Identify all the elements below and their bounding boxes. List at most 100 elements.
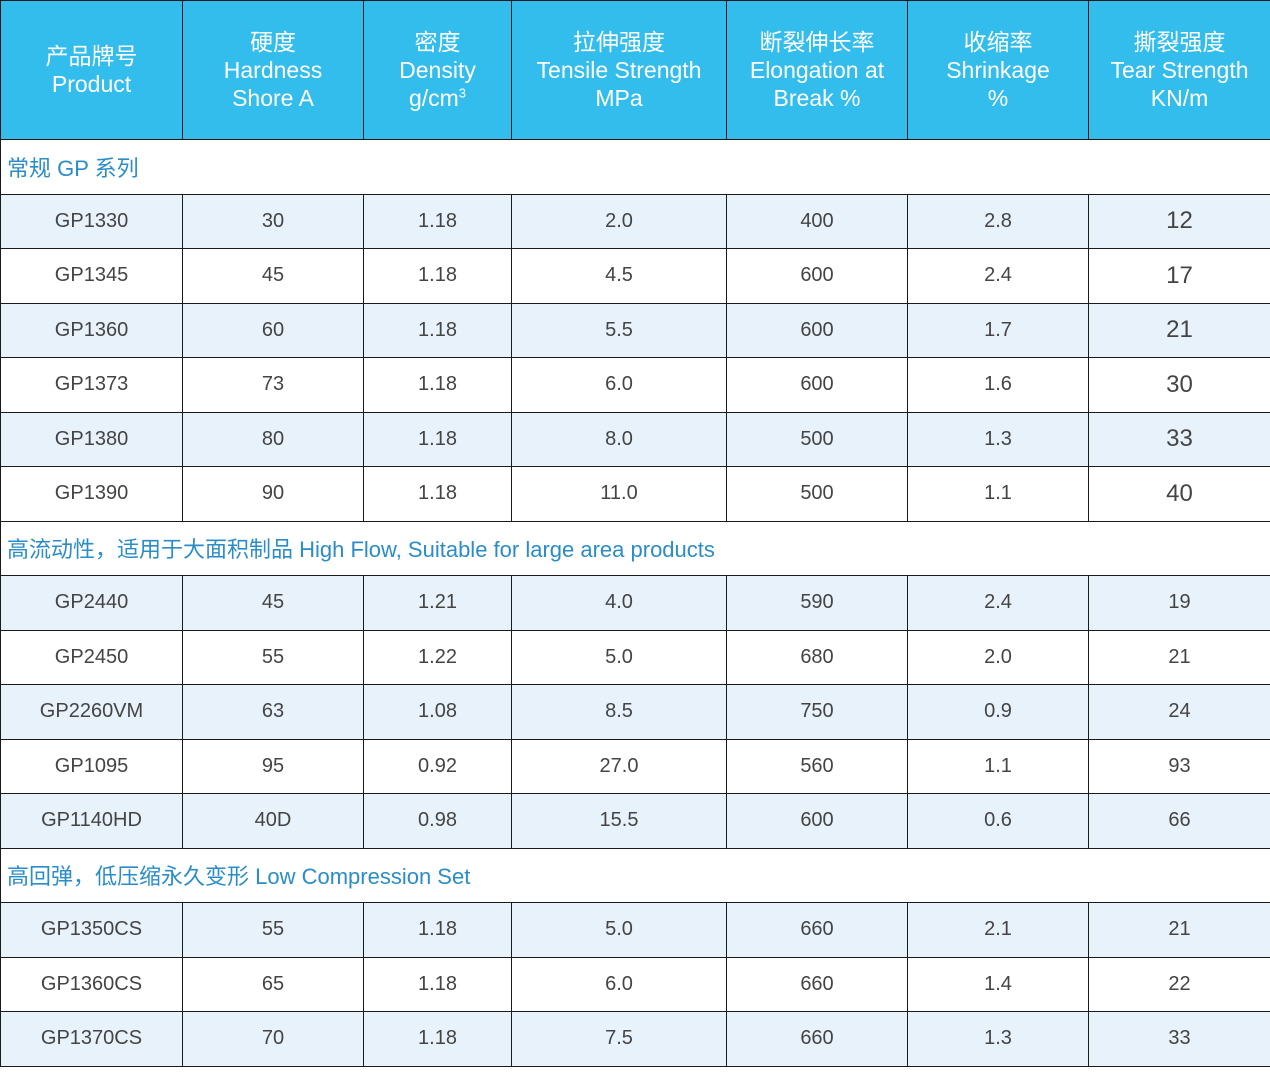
header-tear-cn: 撕裂强度 [1133,29,1226,55]
cell-density: 1.18 [363,902,512,958]
cell-density: 1.18 [363,248,512,304]
cell-shrinkage: 0.6 [907,793,1089,849]
cell-tear: 93 [1088,738,1270,794]
cell-product: GP2440 [0,575,183,631]
header-hardness: 硬度 Hardness Shore A [182,0,364,140]
cell-hardness: 65 [182,956,364,1012]
cell-product: GP1345 [0,248,183,304]
cell-tear: 21 [1088,302,1270,358]
cell-tensile: 4.0 [511,575,727,631]
cell-elongation: 500 [726,466,908,522]
table-row: GP1345 45 1.18 4.5 600 2.4 17 [0,248,1270,304]
cell-tensile: 8.0 [511,411,727,467]
table-row: GP2440 45 1.21 4.0 590 2.4 19 [0,575,1270,631]
cell-tear: 17 [1088,248,1270,304]
table-row: GP1095 95 0.92 27.0 560 1.1 93 [0,738,1270,794]
header-shrinkage-cn: 收缩率 [963,29,1033,55]
cell-product: GP2260VM [0,684,183,740]
cell-shrinkage: 2.0 [907,629,1089,685]
table-row: GP1360CS 65 1.18 6.0 660 1.4 22 [0,956,1270,1012]
header-tear-unit: KN/m [1150,85,1209,111]
header-tensile-cn: 拉伸强度 [573,29,665,55]
section-title: 常规 GP 系列 [0,139,1270,195]
header-elongation-cn: 断裂伸长率 [759,29,875,55]
cell-shrinkage: 0.9 [907,684,1089,740]
cell-tear: 30 [1088,357,1270,413]
table-row: GP1330 30 1.18 2.0 400 2.8 12 [0,193,1270,249]
header-density-unit-base: g/cm [408,85,459,111]
cell-shrinkage: 1.3 [907,411,1089,467]
cell-product: GP1350CS [0,902,183,958]
section-row: 高流动性，适用于大面积制品 High Flow, Suitable for la… [0,520,1270,576]
header-elongation-en: Elongation at [749,57,885,83]
cell-product: GP1360CS [0,956,183,1012]
cell-tear: 33 [1088,1011,1270,1067]
header-tear-en: Tear Strength [1110,57,1249,83]
table-row: GP1373 73 1.18 6.0 600 1.6 30 [0,357,1270,413]
cell-tensile: 6.0 [511,956,727,1012]
header-tensile: 拉伸强度 Tensile Strength MPa [511,0,727,140]
cell-tear: 21 [1088,629,1270,685]
cell-density: 1.18 [363,466,512,522]
cell-hardness: 95 [182,738,364,794]
cell-product: GP1373 [0,357,183,413]
cell-tear: 22 [1088,956,1270,1012]
header-product: 产品牌号 Product [0,0,183,140]
cell-product: GP1390 [0,466,183,522]
cell-shrinkage: 1.3 [907,1011,1089,1067]
header-elongation: 断裂伸长率 Elongation at Break % [726,0,908,140]
cell-elongation: 600 [726,302,908,358]
cell-hardness: 40D [182,793,364,849]
table-row: GP1370CS 70 1.18 7.5 660 1.3 33 [0,1011,1270,1067]
cell-shrinkage: 2.4 [907,248,1089,304]
cell-tear: 12 [1088,193,1270,249]
cell-tensile: 2.0 [511,193,727,249]
cell-shrinkage: 1.6 [907,357,1089,413]
header-density-unit-exponent: 3 [458,85,467,101]
cell-density: 1.18 [363,956,512,1012]
cell-hardness: 80 [182,411,364,467]
header-row: 产品牌号 Product 硬度 Hardness Shore A 密度 Dens… [0,0,1270,140]
cell-hardness: 70 [182,1011,364,1067]
cell-product: GP1095 [0,738,183,794]
cell-elongation: 660 [726,1011,908,1067]
cell-density: 1.18 [363,411,512,467]
spec-table: 产品牌号 Product 硬度 Hardness Shore A 密度 Dens… [0,0,1270,1067]
header-tensile-unit: MPa [595,85,643,111]
cell-tensile: 5.0 [511,902,727,958]
table-row: GP2260VM 63 1.08 8.5 750 0.9 24 [0,684,1270,740]
header-density-en: Density [399,57,476,83]
header-density: 密度 Density g/cm3 [363,0,512,140]
cell-hardness: 30 [182,193,364,249]
cell-tensile: 11.0 [511,466,727,522]
cell-hardness: 63 [182,684,364,740]
cell-product: GP1140HD [0,793,183,849]
cell-tear: 33 [1088,411,1270,467]
cell-hardness: 55 [182,902,364,958]
table-body: 常规 GP 系列 GP1330 30 1.18 2.0 400 2.8 12 GP1345 45 1… [0,139,1270,1067]
cell-hardness: 55 [182,629,364,685]
cell-tensile: 6.0 [511,357,727,413]
table-row: GP1390 90 1.18 11.0 500 1.1 40 [0,466,1270,522]
cell-density: 1.08 [363,684,512,740]
header-hardness-en: Hardness [223,57,323,83]
cell-shrinkage: 1.1 [907,466,1089,522]
header-elongation-unit: Break % [773,85,861,111]
table-row: GP1140HD 40D 0.98 15.5 600 0.6 66 [0,793,1270,849]
cell-shrinkage: 2.4 [907,575,1089,631]
cell-tear: 66 [1088,793,1270,849]
cell-shrinkage: 1.1 [907,738,1089,794]
cell-elongation: 660 [726,902,908,958]
header-hardness-cn: 硬度 [250,29,296,55]
section-row: 常规 GP 系列 [0,139,1270,195]
cell-density: 1.18 [363,1011,512,1067]
cell-shrinkage: 2.1 [907,902,1089,958]
cell-density: 1.22 [363,629,512,685]
cell-elongation: 600 [726,248,908,304]
cell-product: GP2450 [0,629,183,685]
header-shrinkage-unit: % [987,85,1009,111]
cell-density: 1.18 [363,193,512,249]
cell-tensile: 8.5 [511,684,727,740]
section-row: 高回弹，低压缩永久变形 Low Compression Set [0,847,1270,903]
cell-hardness: 90 [182,466,364,522]
